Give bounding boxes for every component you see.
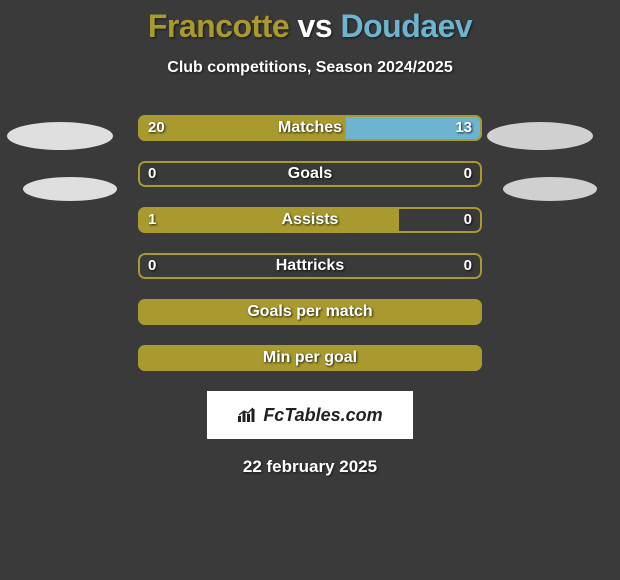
stat-value-right: 13: [455, 115, 472, 141]
comparison-infographic: Francotte vs Doudaev Club competitions, …: [0, 0, 620, 580]
stat-label: Min per goal: [138, 345, 482, 371]
subtitle: Club competitions, Season 2024/2025: [0, 59, 620, 77]
logo-text: FcTables.com: [263, 405, 382, 426]
stat-label: Matches: [138, 115, 482, 141]
title: Francotte vs Doudaev: [0, 0, 620, 45]
date: 22 february 2025: [0, 457, 620, 477]
stat-value-right: 0: [464, 161, 472, 187]
player2-name: Doudaev: [341, 8, 473, 44]
decorative-oval: [23, 177, 117, 201]
stat-row: Goals per match: [138, 299, 482, 325]
stat-value-right: 0: [464, 207, 472, 233]
stat-rows: Matches2013Goals00Assists10Hattricks00Go…: [0, 115, 620, 371]
stat-label: Goals: [138, 161, 482, 187]
stat-value-left: 1: [148, 207, 156, 233]
stat-value-left: 20: [148, 115, 165, 141]
stat-row: Goals0 0: [138, 161, 482, 187]
title-vs: vs: [298, 8, 333, 44]
stat-value-left: 0: [148, 253, 156, 279]
stat-label: Goals per match: [138, 299, 482, 325]
stat-value-left: 0: [148, 161, 156, 187]
stat-row: Assists1 0: [138, 207, 482, 233]
stat-row: Min per goal: [138, 345, 482, 371]
decorative-oval: [503, 177, 597, 201]
chart-icon: [237, 407, 259, 423]
logo-box: FcTables.com: [207, 391, 413, 439]
logo: FcTables.com: [237, 405, 382, 426]
stat-value-right: 0: [464, 253, 472, 279]
stat-label: Assists: [138, 207, 482, 233]
stat-row: Hattricks0 0: [138, 253, 482, 279]
player1-name: Francotte: [148, 8, 289, 44]
decorative-oval: [487, 122, 593, 150]
stat-row: Matches20 13: [138, 115, 482, 141]
stat-label: Hattricks: [138, 253, 482, 279]
decorative-oval: [7, 122, 113, 150]
